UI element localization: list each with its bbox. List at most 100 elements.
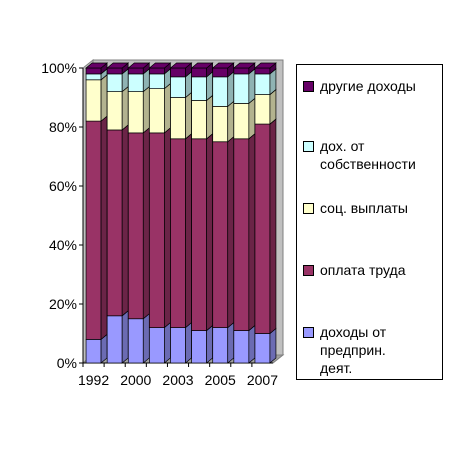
x-tick-label: 2007 bbox=[247, 372, 278, 388]
legend-swatch bbox=[303, 327, 314, 338]
bar-top bbox=[211, 62, 235, 69]
legend-item: дох. от собственности bbox=[303, 137, 439, 173]
bar-top bbox=[253, 62, 277, 69]
bar-segment bbox=[191, 67, 207, 78]
bar-segment bbox=[85, 73, 102, 81]
legend-item: соц. выплаты bbox=[303, 199, 439, 217]
bar-segment bbox=[106, 129, 123, 317]
bar-segment-side bbox=[227, 100, 235, 143]
bar-segment-side bbox=[164, 321, 171, 364]
bar-segment bbox=[106, 315, 123, 364]
bar-segment bbox=[212, 141, 229, 328]
bar-segment bbox=[85, 67, 102, 75]
legend-label: соц. выплаты bbox=[320, 200, 408, 216]
bar-segment bbox=[127, 91, 144, 134]
bar-segment-side bbox=[164, 127, 171, 329]
bar-segment-side bbox=[248, 324, 256, 364]
bar-segment bbox=[149, 88, 165, 134]
legend-swatch bbox=[303, 265, 314, 276]
bar-segment bbox=[233, 67, 250, 75]
x-tick-label: 1992 bbox=[78, 372, 109, 388]
bar-top bbox=[232, 62, 256, 69]
bar-segment bbox=[170, 67, 186, 78]
bar-segment bbox=[106, 73, 123, 92]
bar-segment bbox=[127, 73, 144, 92]
bar-segment-side bbox=[100, 115, 108, 341]
bar-segment bbox=[170, 76, 186, 98]
bar-segment bbox=[127, 67, 144, 75]
legend-label: дох. от собственности bbox=[320, 138, 416, 172]
bar-segment bbox=[212, 67, 229, 78]
bar-segment-side bbox=[185, 133, 192, 329]
bar-segment bbox=[191, 330, 207, 364]
y-tick-label: 80% bbox=[49, 119, 77, 135]
legend: другие доходы дох. от собственности соц. в… bbox=[296, 64, 443, 380]
legend-label: доходы от предприн. деят. bbox=[320, 324, 387, 376]
bar-top bbox=[127, 62, 151, 69]
bar-segment bbox=[233, 73, 250, 104]
bar-segment bbox=[106, 67, 123, 75]
bar-segment-side bbox=[206, 133, 213, 332]
bar-segment-side bbox=[121, 310, 129, 364]
bar-segment bbox=[212, 327, 229, 364]
bar-segment bbox=[254, 123, 271, 334]
bar-top bbox=[169, 62, 193, 69]
y-tick-label: 60% bbox=[49, 178, 77, 194]
bar-top bbox=[85, 62, 109, 69]
bar-segment bbox=[212, 76, 229, 107]
y-tick-label: 20% bbox=[49, 296, 77, 312]
bar-segment-side bbox=[206, 94, 213, 140]
bar-segment-side bbox=[121, 124, 129, 317]
y-tick-label: 100% bbox=[41, 60, 77, 76]
bar-segment bbox=[254, 73, 271, 95]
bar-segment bbox=[106, 91, 123, 131]
bar-top bbox=[190, 62, 214, 69]
bar-segment-side bbox=[248, 133, 256, 332]
bar-segment bbox=[191, 138, 207, 331]
legend-swatch bbox=[303, 81, 314, 92]
bar-segment bbox=[254, 67, 271, 75]
bar-segment-side bbox=[164, 82, 171, 134]
legend-swatch bbox=[303, 203, 314, 214]
legend-item: другие доходы bbox=[303, 77, 439, 95]
bar-segment bbox=[170, 97, 186, 140]
bar-segment-side bbox=[269, 118, 277, 335]
bar-segment-side bbox=[100, 74, 108, 122]
bar-segment-side bbox=[248, 68, 256, 105]
bar-segment-side bbox=[227, 321, 235, 364]
bar-segment bbox=[212, 105, 229, 143]
bar-segment bbox=[149, 67, 165, 75]
bar-segment-side bbox=[269, 88, 277, 125]
bar-top bbox=[148, 62, 172, 69]
x-tick-label: 2000 bbox=[120, 372, 151, 388]
bar-segment bbox=[233, 330, 250, 364]
bar-segment-side bbox=[248, 97, 256, 140]
bar-segment-side bbox=[121, 85, 129, 131]
y-tick-label: 0% bbox=[57, 355, 77, 371]
bar-segment-side bbox=[185, 91, 192, 140]
bar-segment bbox=[85, 339, 102, 364]
bar-segment bbox=[233, 138, 250, 331]
bar-segment bbox=[191, 76, 207, 101]
legend-item: доходы от предприн. деят. bbox=[303, 323, 439, 377]
bar-segment bbox=[85, 79, 102, 122]
bar-segment bbox=[170, 138, 186, 328]
bar-segment bbox=[127, 132, 144, 320]
bar-segment bbox=[149, 327, 165, 364]
bar-segment bbox=[233, 103, 250, 140]
legend-label: другие доходы bbox=[320, 78, 416, 94]
x-tick-label: 2005 bbox=[205, 372, 236, 388]
bar-segment-side bbox=[142, 85, 150, 134]
bar-top bbox=[106, 62, 130, 69]
bar-segment bbox=[149, 73, 165, 90]
bar-segment-side bbox=[269, 327, 277, 364]
bar-segment-side bbox=[227, 71, 235, 108]
bar-segment bbox=[149, 132, 165, 328]
legend-swatch bbox=[303, 141, 314, 152]
bar-segment bbox=[191, 100, 207, 140]
bar-segment-side bbox=[206, 324, 213, 364]
bar-segment-side bbox=[227, 136, 235, 329]
legend-item: оплата труда bbox=[303, 261, 439, 279]
bar-segment-side bbox=[142, 127, 150, 320]
